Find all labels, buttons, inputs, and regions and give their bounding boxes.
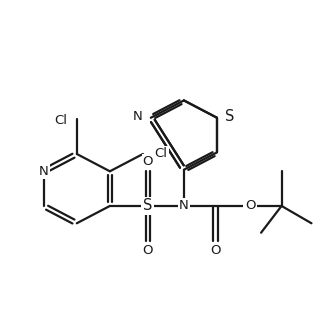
Text: S: S	[143, 198, 152, 214]
Text: S: S	[225, 109, 234, 124]
Text: N: N	[179, 199, 189, 213]
Text: O: O	[210, 245, 221, 257]
Text: Cl: Cl	[154, 148, 167, 160]
Text: O: O	[245, 199, 255, 213]
Text: Cl: Cl	[54, 115, 67, 127]
Text: O: O	[143, 154, 153, 168]
Text: O: O	[143, 245, 153, 257]
Text: N: N	[39, 165, 49, 178]
Text: N: N	[133, 110, 143, 123]
